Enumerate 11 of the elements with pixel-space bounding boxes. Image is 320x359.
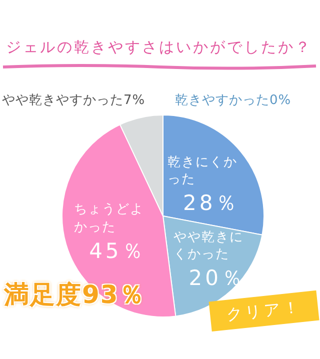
slice-label: やや乾きにくかった	[173, 228, 244, 264]
slice-label: やや乾きやすかった7%	[2, 92, 146, 110]
data-label: 28％	[182, 190, 240, 217]
chart-title: ジェルの乾きやすさはいかがでしたか？	[6, 37, 312, 58]
text: クリア！	[208, 290, 320, 332]
category-label: 乾きやすかった0%	[175, 93, 292, 108]
slice-label: 乾きにくかった	[168, 154, 239, 189]
text: 満足度93％	[4, 279, 145, 311]
slice-label: ちょうどよかった	[74, 201, 145, 236]
data-label: 20％	[188, 264, 246, 292]
data-label: 45％	[88, 238, 146, 264]
